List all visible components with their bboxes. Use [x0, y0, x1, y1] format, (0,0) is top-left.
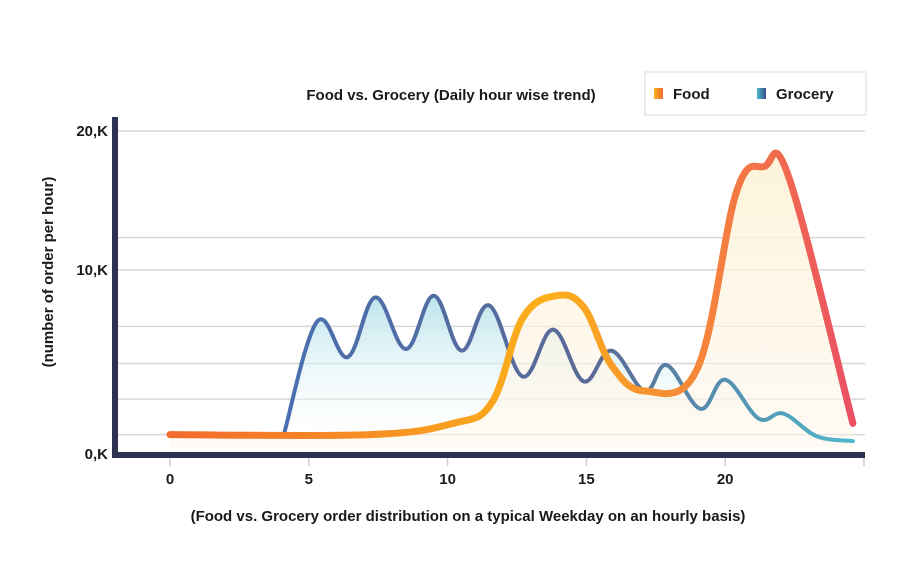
x-ticks: 0 5 10 15 20: [166, 458, 865, 488]
legend-item-food[interactable]: Food: [654, 86, 710, 103]
x-tick-label: 15: [578, 471, 595, 488]
x-axis-label: (Food vs. Grocery order distribution on …: [191, 508, 746, 525]
legend-box: [644, 71, 867, 116]
y-tick-label: 20,K: [76, 123, 108, 140]
legend-label-grocery: Grocery: [776, 86, 834, 103]
y-axis-label: (number of order per hour): [40, 177, 57, 368]
area-food: [170, 153, 853, 448]
series-areas: [170, 153, 853, 448]
y-tick-label: 10,K: [76, 262, 108, 279]
legend-swatch-grocery: [757, 88, 766, 99]
x-tick-label: 20: [717, 471, 734, 488]
x-tick-label: 0: [166, 471, 174, 488]
x-axis-line: [112, 452, 865, 458]
legend: Food Grocery: [644, 71, 867, 116]
series-lines: [166, 149, 857, 444]
line-grocery: [281, 293, 855, 444]
x-tick-label: 10: [439, 471, 456, 488]
chart-title: Food vs. Grocery (Daily hour wise trend): [306, 87, 595, 104]
legend-item-grocery[interactable]: Grocery: [757, 86, 834, 103]
x-tick-label: 5: [305, 471, 313, 488]
line-food: [166, 149, 857, 440]
y-axis-line: [112, 117, 118, 458]
legend-swatch-food: [654, 88, 663, 99]
legend-label-food: Food: [673, 86, 710, 103]
y-tick-label: 0,K: [85, 446, 109, 463]
y-ticks: 0,K 10,K 20,K: [76, 123, 108, 463]
